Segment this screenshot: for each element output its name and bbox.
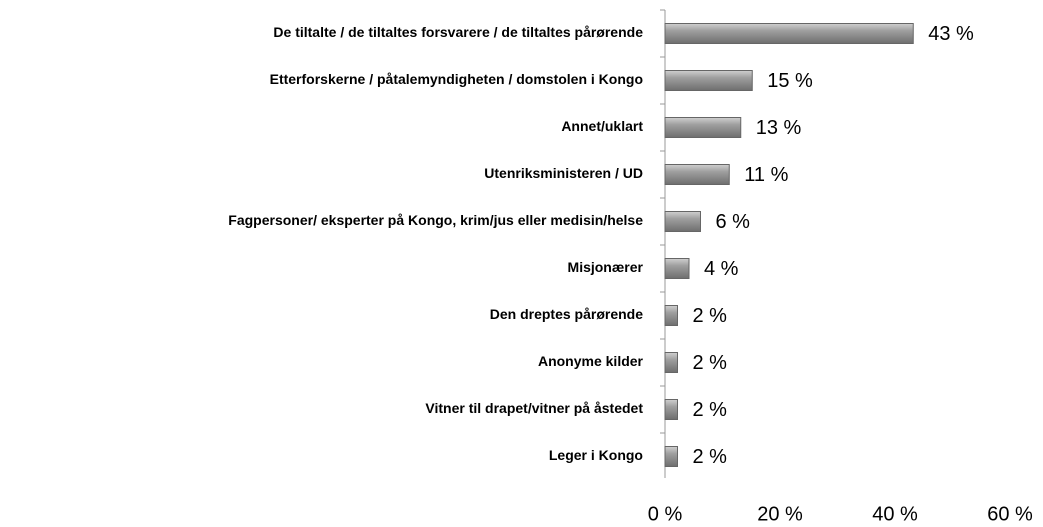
bar <box>664 211 701 232</box>
category-label: Misjonærer <box>568 259 644 275</box>
x-tick-label: 0 % <box>648 503 683 525</box>
value-label: 4 % <box>704 258 739 280</box>
x-tick-label: 40 % <box>872 503 918 525</box>
bar <box>664 23 914 44</box>
value-label: 2 % <box>693 446 728 468</box>
x-tick-label: 20 % <box>757 503 803 525</box>
value-label: 2 % <box>693 399 728 421</box>
bar <box>664 352 678 373</box>
value-label: 11 % <box>744 164 788 186</box>
value-label: 13 % <box>756 117 802 139</box>
category-label: De tiltalte / de tiltaltes forsvarere / … <box>273 24 643 40</box>
bar <box>664 117 742 138</box>
x-tick-label: 60 % <box>987 503 1033 525</box>
bar <box>664 164 730 185</box>
category-label: Fagpersoner/ eksperter på Kongo, krim/ju… <box>228 212 643 228</box>
value-label: 6 % <box>716 211 751 233</box>
category-label: Etterforskerne / påtalemyndigheten / dom… <box>270 71 643 87</box>
bar <box>664 70 753 91</box>
category-label: Anonyme kilder <box>538 353 644 369</box>
bar <box>664 446 678 467</box>
bar <box>664 305 678 326</box>
bar <box>664 399 678 420</box>
value-label: 2 % <box>693 305 728 327</box>
category-label: Annet/uklart <box>561 118 643 134</box>
category-label: Leger i Kongo <box>549 447 643 463</box>
value-label: 43 % <box>928 23 974 45</box>
bar <box>664 258 690 279</box>
category-label: Vitner til drapet/vitner på åstedet <box>425 400 643 416</box>
category-label: Den dreptes pårørende <box>490 306 643 322</box>
value-label: 15 % <box>767 70 813 92</box>
category-label: Utenriksministeren / UD <box>484 165 643 181</box>
value-label: 2 % <box>693 352 728 374</box>
